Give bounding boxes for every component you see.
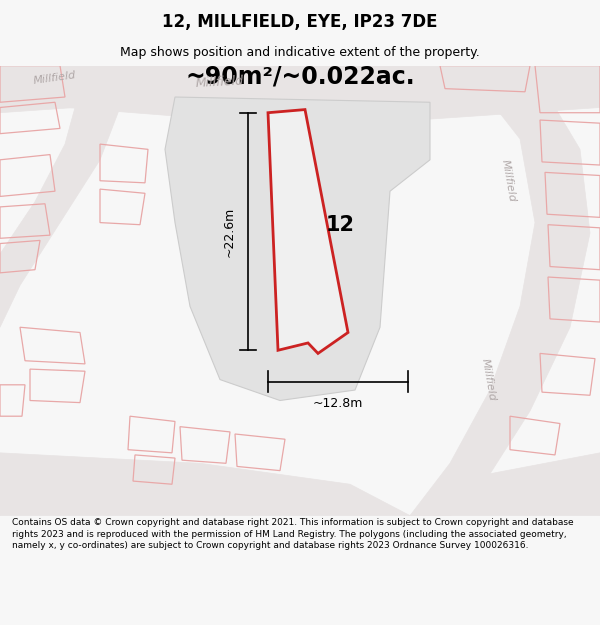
Text: Millfield: Millfield (196, 74, 244, 90)
Text: Millfield: Millfield (33, 70, 77, 86)
Polygon shape (268, 109, 348, 353)
Text: 12: 12 (325, 215, 355, 235)
Polygon shape (0, 453, 600, 516)
Text: Millfield: Millfield (479, 357, 497, 402)
Text: ~22.6m: ~22.6m (223, 206, 236, 257)
Text: ~12.8m: ~12.8m (313, 398, 363, 411)
Polygon shape (165, 97, 430, 401)
Polygon shape (410, 66, 590, 516)
Text: Millfield: Millfield (499, 159, 517, 203)
Polygon shape (0, 66, 600, 123)
Text: Contains OS data © Crown copyright and database right 2021. This information is : Contains OS data © Crown copyright and d… (12, 518, 574, 551)
Text: ~90m²/~0.022ac.: ~90m²/~0.022ac. (185, 64, 415, 89)
Text: Map shows position and indicative extent of the property.: Map shows position and indicative extent… (120, 46, 480, 59)
Polygon shape (0, 92, 120, 328)
Text: 12, MILLFIELD, EYE, IP23 7DE: 12, MILLFIELD, EYE, IP23 7DE (162, 13, 438, 31)
